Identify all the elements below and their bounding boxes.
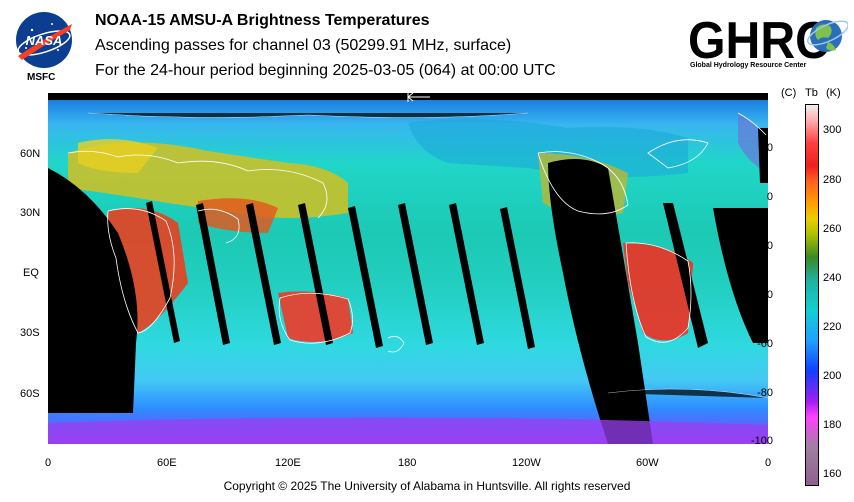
antarctica-cold-region xyxy=(48,417,768,444)
copyright-notice: Copyright © 2025 The University of Alaba… xyxy=(223,479,631,493)
lon-label-60e: 60E xyxy=(157,457,177,469)
lon-label-120e: 120E xyxy=(275,457,301,469)
left-arrow-icon xyxy=(407,92,430,102)
colorbar-celsius-tick: -40 xyxy=(757,289,773,301)
nasa-meatball-icon: NASA xyxy=(16,12,72,68)
colorbar xyxy=(805,104,819,486)
period-line: For the 24-hour period beginning 2025-03… xyxy=(95,62,556,79)
australia-hot-region xyxy=(278,291,353,342)
north-pacific-region xyxy=(408,119,688,177)
colorbar-unit-kelvin: (K) xyxy=(826,87,841,99)
ghrc-globe-icon: GHRC xyxy=(688,12,849,70)
brightness-temperature-map xyxy=(48,93,769,444)
colorbar-kelvin-tick: 200 xyxy=(823,370,842,382)
colorbar-kelvin-tick: 280 xyxy=(823,174,842,186)
colorbar-kelvin-tick: 300 xyxy=(823,124,842,136)
lon-label-0: 0 xyxy=(45,457,52,469)
lat-label-30s: 30S xyxy=(20,327,40,339)
lat-label-60s: 60S xyxy=(20,388,40,400)
lon-label-180: 180 xyxy=(398,457,417,469)
colorbar-celsius-tick: -100 xyxy=(751,435,774,447)
south-asia-hot-region xyxy=(198,198,278,233)
colorbar-kelvin-tick: 160 xyxy=(823,468,842,480)
lat-label-60n: 60N xyxy=(20,148,41,160)
lon-label-60w: 60W xyxy=(636,457,659,469)
direction-arrow xyxy=(404,90,432,102)
ghrc-subtitle: Global Hydrology Resource Center xyxy=(690,62,807,69)
coastlines xyxy=(67,112,767,353)
colorbar-kelvin-tick: 240 xyxy=(823,272,842,284)
colorbar-celsius-tick: -80 xyxy=(757,387,773,399)
terminator-gap-right xyxy=(548,159,653,444)
colorbar-celsius-tick: 20 xyxy=(760,142,773,154)
lon-label-120w: 120W xyxy=(512,457,541,469)
page-title: NOAA-15 AMSU-A Brightness Temperatures xyxy=(95,12,430,29)
ghrc-wordmark: GHRC xyxy=(688,12,830,64)
colorbar-kelvin-tick: 220 xyxy=(823,321,842,333)
lat-label-eq: EQ xyxy=(23,267,39,279)
lon-label-0-right: 0 xyxy=(765,457,772,469)
lat-label-30n: 30N xyxy=(20,207,41,219)
south-america-hot-region xyxy=(623,243,693,341)
colorbar-celsius-tick: -20 xyxy=(757,240,773,252)
msfc-label: MSFC xyxy=(27,72,56,83)
terminator-gap-left xyxy=(48,168,138,413)
colorbar-unit-celsius: (C) xyxy=(781,87,797,99)
colorbar-kelvin-tick: 180 xyxy=(823,419,842,431)
colorbar-celsius-tick: -60 xyxy=(757,338,773,350)
ghrc-logo: GHRC xyxy=(688,8,849,70)
colorbar-kelvin-tick: 260 xyxy=(823,223,842,235)
colorbar-unit-tb: Tb xyxy=(805,87,818,99)
swath-gaps xyxy=(146,201,535,349)
colorbar-celsius-tick: 0 xyxy=(766,191,773,203)
nasa-logo: NASA xyxy=(12,10,76,72)
page-subtitle: Ascending passes for channel 03 (50299.9… xyxy=(95,37,512,54)
map-canvas xyxy=(48,93,769,444)
nasa-wordmark: NASA xyxy=(26,33,63,48)
